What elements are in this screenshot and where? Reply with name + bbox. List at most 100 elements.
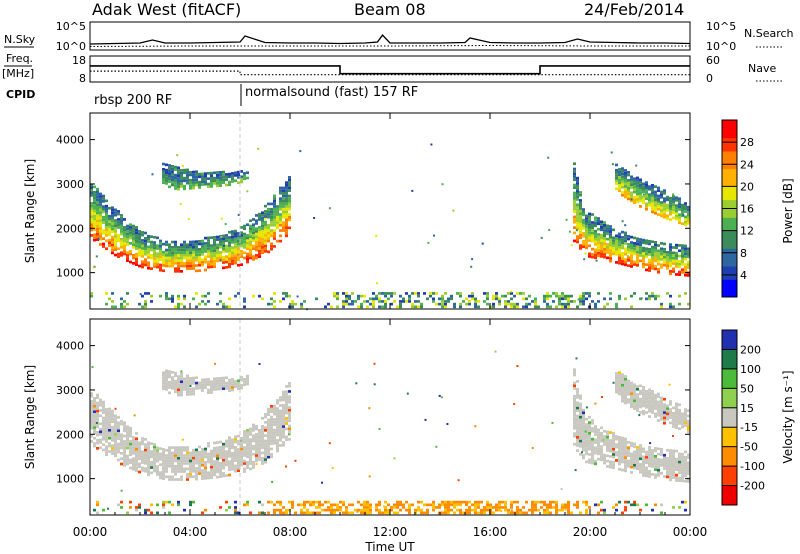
echo-cell — [573, 215, 576, 219]
echo-cell — [525, 500, 528, 504]
echo-cell — [132, 436, 135, 439]
echo-cell — [120, 240, 123, 244]
echo-cell — [102, 427, 105, 430]
echo-cell — [150, 300, 153, 303]
echo-cell — [669, 269, 672, 273]
echo-cell — [135, 432, 138, 435]
echo-cell — [366, 305, 369, 309]
echo-cell — [603, 229, 606, 232]
echo-cell — [126, 232, 129, 236]
echo-cell — [234, 237, 237, 241]
echo-cell — [249, 256, 252, 260]
echo-cell — [177, 462, 180, 465]
echo-cell — [633, 458, 636, 462]
echo-cell — [584, 252, 587, 255]
echo-cell — [588, 212, 591, 216]
echo-cell — [156, 473, 159, 476]
echo-cell — [414, 305, 417, 309]
echo-cell — [159, 452, 162, 456]
echo-cell — [390, 294, 393, 298]
echo-cell — [189, 387, 192, 391]
echo-cell — [255, 230, 258, 233]
echo-cell — [243, 438, 246, 441]
echo-cell — [606, 251, 609, 254]
echo-cell — [270, 221, 273, 224]
echo-cell — [444, 506, 447, 509]
echo-cell — [498, 300, 501, 303]
echo-cell — [138, 235, 141, 239]
echo-cell — [468, 508, 471, 512]
echo-cell — [675, 465, 678, 469]
echo-cell — [471, 503, 474, 507]
echo-cell — [279, 503, 282, 507]
echo-cell — [507, 511, 510, 515]
echo-cell — [516, 305, 519, 309]
echo-cell — [156, 257, 159, 261]
echo-cell — [270, 431, 273, 435]
echo-cell — [234, 294, 237, 298]
echo-cell — [258, 255, 261, 258]
echo-cell — [102, 448, 105, 452]
echo-cell — [381, 511, 384, 515]
echo-cell — [90, 226, 93, 229]
echo-cell — [648, 195, 651, 199]
echo-cell — [210, 185, 213, 188]
echo-cell — [219, 243, 222, 246]
echo-cell — [621, 172, 624, 176]
echo-cell — [627, 256, 630, 259]
echo-cell — [573, 239, 576, 243]
echo-cell — [180, 246, 183, 249]
echo-cell — [234, 456, 237, 460]
echo-cell — [548, 229, 551, 231]
echo-cell — [438, 394, 441, 397]
echo-cell — [276, 508, 279, 512]
echo-cell — [681, 500, 684, 504]
echo-cell — [582, 500, 585, 504]
echo-cell — [681, 268, 684, 271]
echo-cell — [663, 213, 666, 216]
echo-cell — [225, 387, 228, 390]
echo-cell — [180, 372, 183, 376]
echo-cell — [189, 470, 192, 473]
echo-cell — [649, 442, 652, 445]
echo-cell — [129, 250, 132, 253]
echo-cell — [105, 408, 108, 411]
x-tick-label: 08:00 — [273, 525, 308, 539]
echo-cell — [162, 474, 165, 478]
echo-cell — [282, 189, 285, 192]
echo-cell — [150, 511, 153, 515]
echo-cell — [174, 176, 177, 180]
echo-cell — [249, 451, 252, 455]
echo-cell — [93, 399, 96, 403]
echo-cell — [687, 422, 690, 426]
echo-cell — [273, 410, 276, 413]
echo-cell — [183, 264, 186, 268]
echo-cell — [402, 506, 405, 509]
noise-left-label: N.Sky — [4, 33, 36, 46]
echo-cell — [573, 199, 576, 203]
echo-cell — [657, 260, 660, 263]
echo-cell — [255, 425, 258, 428]
echo-cell — [99, 398, 102, 402]
echo-cell — [285, 390, 288, 394]
echo-cell — [132, 449, 135, 453]
echo-cell — [669, 467, 672, 471]
echo-cell — [651, 186, 654, 190]
echo-cell — [663, 403, 666, 406]
echo-cell — [288, 384, 291, 388]
echo-cell — [222, 250, 225, 254]
echo-cell — [183, 388, 186, 391]
echo-cell — [126, 227, 129, 231]
echo-cell — [615, 508, 618, 512]
echo-cell — [612, 236, 615, 240]
echo-cell — [177, 459, 180, 463]
echo-cell — [588, 236, 591, 240]
echo-cell — [222, 453, 225, 457]
echo-cell — [633, 177, 636, 181]
echo-cell — [597, 227, 600, 231]
echo-cell — [261, 211, 264, 215]
echo-cell — [585, 503, 588, 507]
echo-cell — [669, 272, 672, 276]
echo-cell — [210, 460, 213, 464]
echo-cell — [201, 258, 204, 262]
